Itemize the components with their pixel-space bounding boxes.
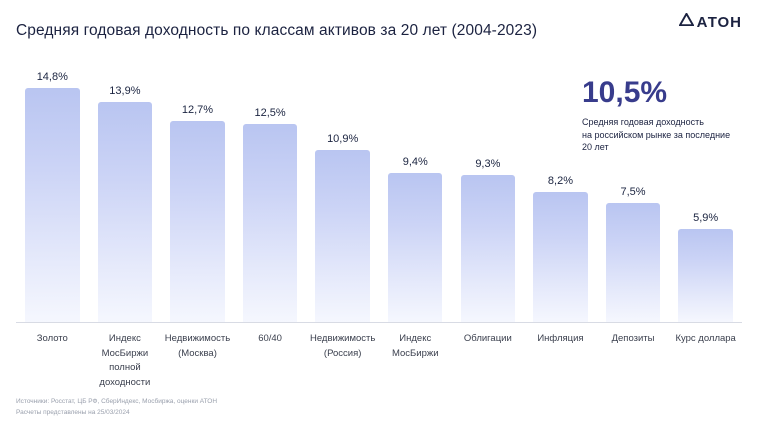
footer: Источники: Росстат, ЦБ РФ, СберИндекс, М… <box>16 397 217 418</box>
bar-column: 7,5% <box>597 186 670 322</box>
bar <box>388 173 443 322</box>
aton-logo: АТОН <box>677 11 742 31</box>
bar-value-label: 8,2% <box>547 175 573 187</box>
bar-column: 12,5% <box>234 107 307 322</box>
footer-sources: Источники: Росстат, ЦБ РФ, СберИндекс, М… <box>16 398 218 406</box>
bar-column: 5,9% <box>669 212 742 322</box>
category-label: Индекс МосБиржи полной доходности <box>99 333 151 389</box>
category-label: Курс доллара <box>675 333 736 344</box>
annotation-text: Средняя годовая доходность на российском… <box>582 117 731 153</box>
bar-column: 9,3% <box>452 158 525 322</box>
category-label: Недвижимость (Москва) <box>164 333 231 359</box>
page-title: Средняя годовая доходность по классам ак… <box>16 22 538 39</box>
bar <box>315 150 370 322</box>
category-label: Облигации <box>463 333 512 344</box>
category-label: Индекс МосБиржи <box>391 333 439 359</box>
bar-value-label: 12,5% <box>254 107 286 119</box>
bar <box>678 229 733 322</box>
category-label: Недвижимость (Россия) <box>309 333 376 359</box>
bar-chart: 14,8% 13,9% 12,7% 12,5% 10,9% 9,4% 9,3% 8,2% 7,5… <box>16 56 742 391</box>
bar-value-label: 10,9% <box>327 133 359 145</box>
annotation-value: 10,5% <box>582 76 668 109</box>
bar <box>533 192 588 322</box>
bar-value-label: 9,3% <box>475 158 501 170</box>
footer-note: Расчеты представлены на 25/03/2024 <box>16 408 130 416</box>
bar-value-label: 12,7% <box>181 104 214 116</box>
triangle-logo-icon <box>677 11 695 31</box>
bar-value-label: 14,8% <box>36 71 68 83</box>
bar-value-label: 9,4% <box>402 156 428 168</box>
bar <box>97 102 153 322</box>
logo-text: АТОН <box>696 13 742 31</box>
bar <box>170 121 225 322</box>
plot-area: 14,8% 13,9% 12,7% 12,5% 10,9% 9,4% 9,3% 8,2% 7,5… <box>16 56 742 322</box>
category-label: Инфляция <box>537 333 584 344</box>
bar-value-label: 13,9% <box>109 85 141 97</box>
bar <box>605 203 661 322</box>
bar <box>25 88 80 322</box>
bar-column: 14,8% <box>16 71 89 322</box>
highlight-annotation: 10,5% Средняя годовая доходность на росс… <box>582 76 750 154</box>
bar-column: 10,9% <box>306 133 379 322</box>
bar-column: 8,2% <box>524 175 597 322</box>
bar <box>460 175 516 322</box>
bar-column: 12,7% <box>161 104 234 322</box>
category-axis: Золото Индекс МосБиржи полной доходности Н… <box>16 322 742 391</box>
bar <box>242 124 298 322</box>
bar-value-label: 5,9% <box>693 212 719 224</box>
bar-value-label: 7,5% <box>620 186 646 198</box>
category-label: Депозиты <box>611 333 655 344</box>
bar-column: 13,9% <box>89 85 162 322</box>
bar-column: 9,4% <box>379 156 452 322</box>
category-label: 60/40 <box>258 333 282 344</box>
category-label: Золото <box>36 333 68 344</box>
